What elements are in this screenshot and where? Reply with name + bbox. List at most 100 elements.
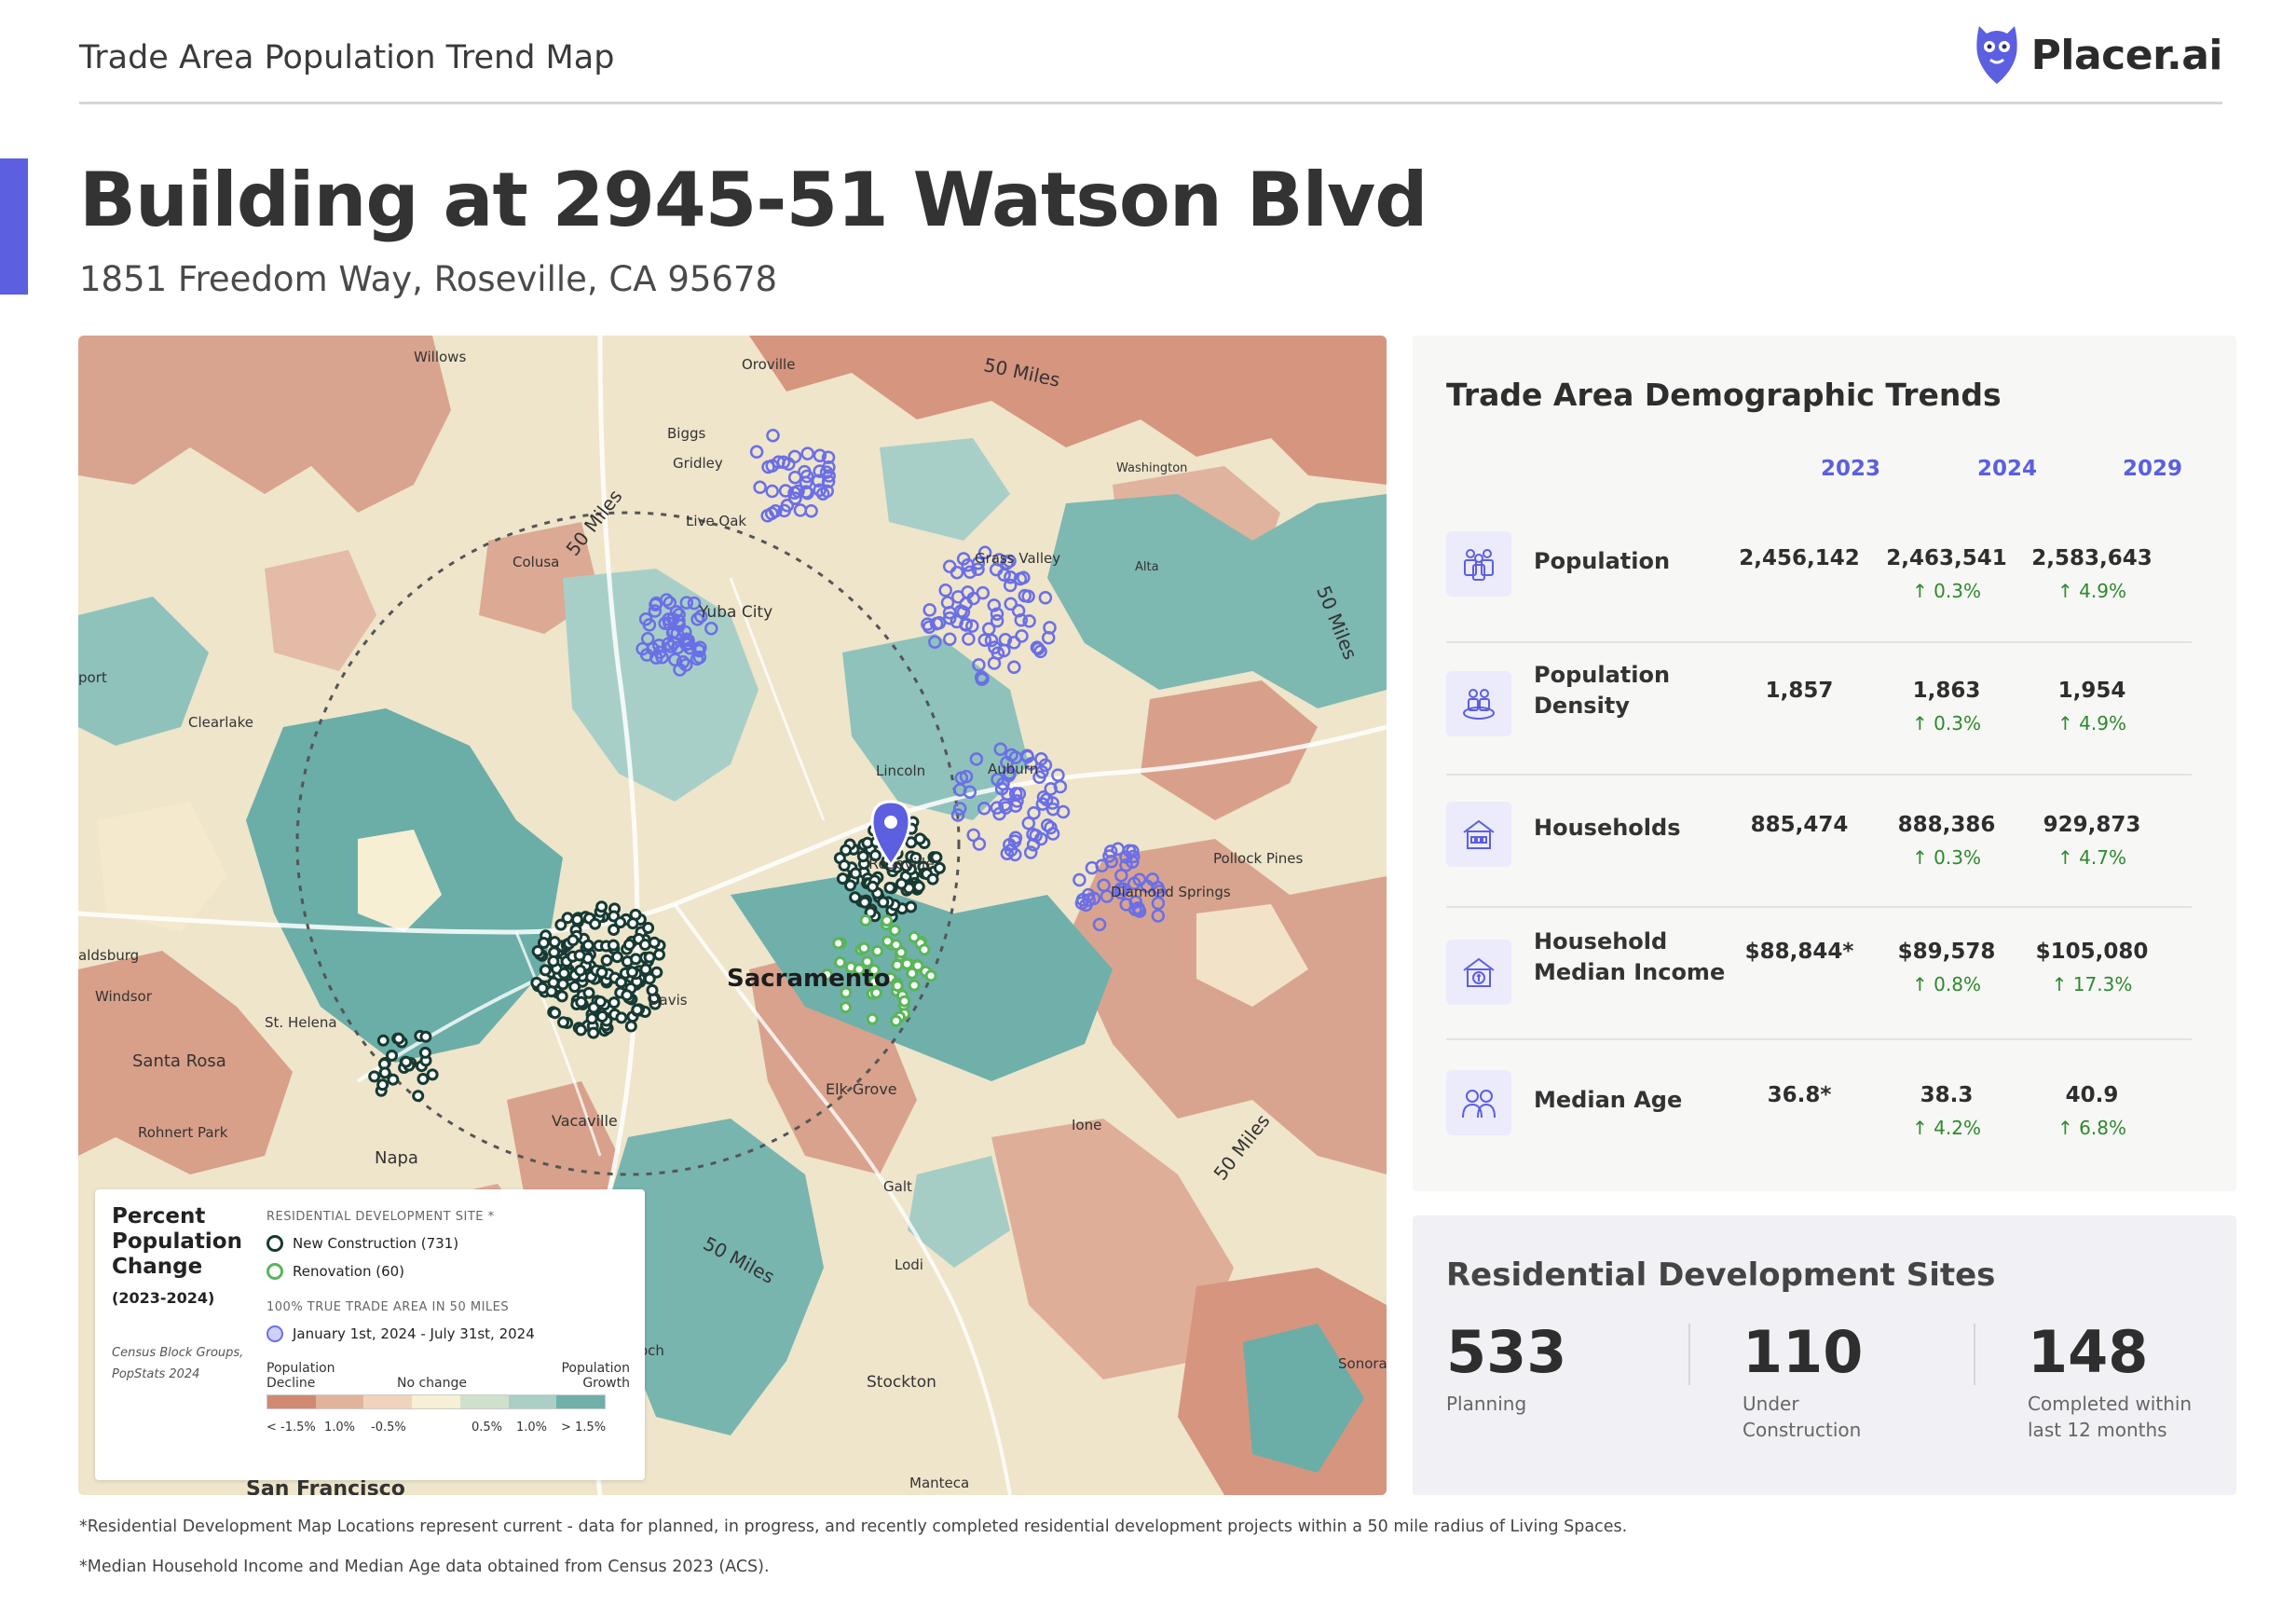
- place-label: Pollock Pines: [1213, 850, 1304, 867]
- site-marker: [648, 936, 661, 949]
- site-marker: [547, 954, 560, 968]
- site-marker: [868, 849, 882, 862]
- site-marker: [417, 1073, 430, 1085]
- site-marker: [1026, 838, 1041, 852]
- site-marker: [1044, 782, 1058, 796]
- site-marker: [557, 967, 570, 980]
- site-marker: [608, 924, 621, 936]
- site-marker: [943, 611, 957, 625]
- site-marker: [418, 1046, 431, 1059]
- site-marker: [1003, 578, 1018, 593]
- map-legend: Percent Population Change (2023-2024) Ce…: [95, 1189, 645, 1480]
- site-marker: [849, 891, 862, 904]
- site-marker: [1079, 898, 1093, 913]
- site-marker: [932, 616, 947, 630]
- place-label: Galt: [883, 1178, 912, 1195]
- site-marker: [642, 618, 657, 632]
- value-2024: 2,463,541: [1886, 546, 2007, 570]
- place-label: St. Helena: [265, 1014, 337, 1031]
- site-marker: [963, 785, 977, 799]
- site-marker: [905, 900, 918, 913]
- change-2024: ↑ 4.2%: [1912, 1117, 1981, 1139]
- site-marker: [868, 976, 881, 989]
- site-marker: [1092, 917, 1107, 932]
- legend-scale-labels: Population Decline No change Population …: [266, 1361, 630, 1393]
- site-marker: [840, 986, 853, 999]
- property-pin-icon[interactable]: [870, 800, 911, 868]
- placer-logo[interactable]: Placer.ai: [1974, 22, 2223, 88]
- site-marker: [1014, 613, 1029, 627]
- site-marker: [940, 596, 955, 610]
- site-marker: [966, 591, 980, 606]
- site-marker: [956, 605, 971, 619]
- value-2024: $89,578: [1897, 940, 1996, 964]
- site-marker: [938, 583, 952, 597]
- legend-right: RESIDENTIAL DEVELOPMENT SITE * New Const…: [266, 1210, 630, 1439]
- legend-area-heading: 100% TRUE TRADE AREA IN 50 MILES: [266, 1300, 510, 1314]
- map-region-growth: [908, 1156, 1010, 1268]
- site-marker: [1126, 849, 1141, 864]
- site-marker: [622, 939, 636, 951]
- site-marker: [1152, 885, 1167, 899]
- site-marker: [877, 896, 890, 909]
- stat-label: Planning: [1446, 1393, 1527, 1415]
- site-marker: [993, 742, 1007, 756]
- demographic-row-population: Population 2,456,142 2,463,541 ↑ 0.3% 2,…: [1446, 511, 2192, 643]
- site-marker: [977, 802, 991, 816]
- stat-value: 533: [1446, 1318, 1567, 1386]
- legend-site-heading: RESIDENTIAL DEVELOPMENT SITE *: [266, 1210, 495, 1224]
- renovation-dot-icon: [266, 1263, 283, 1280]
- site-marker: [997, 643, 1011, 658]
- legend-left: Percent Population Change (2023-2024) Ce…: [112, 1204, 256, 1385]
- site-marker: [643, 951, 656, 964]
- site-marker: [1023, 845, 1038, 859]
- site-marker: [676, 654, 690, 669]
- place-label: Ione: [1072, 1117, 1101, 1133]
- site-marker: [1004, 597, 1018, 611]
- site-marker: [926, 872, 939, 886]
- site-marker: [568, 981, 581, 994]
- site-marker: [943, 632, 957, 646]
- site-marker: [769, 503, 783, 518]
- site-marker: [866, 1012, 879, 1025]
- site-marker: [693, 609, 708, 624]
- legend-scale-swatch: [556, 1395, 606, 1408]
- site-marker: [652, 645, 667, 660]
- map-region-growth: [600, 1119, 824, 1435]
- site-marker: [933, 861, 946, 874]
- site-marker: [669, 605, 684, 619]
- site-marker: [891, 959, 904, 971]
- change-2029: ↑ 6.8%: [2057, 1117, 2126, 1139]
- map-canvas[interactable]: 50 Miles 50 Miles 50 Miles 50 Miles 50 M…: [78, 336, 1387, 1495]
- site-marker: [853, 963, 866, 976]
- site-marker: [1132, 872, 1147, 887]
- site-marker: [838, 859, 851, 872]
- site-marker: [840, 844, 853, 857]
- stat-label: Under Construction: [1742, 1393, 1862, 1441]
- place-label: port: [78, 669, 107, 686]
- site-marker: [890, 939, 903, 952]
- map-region-growth: [842, 634, 1029, 820]
- site-marker: [836, 872, 849, 886]
- site-marker: [663, 596, 677, 611]
- site-marker: [639, 963, 652, 976]
- value-2023: 885,474: [1750, 813, 1849, 837]
- place-label: Willows: [414, 349, 466, 365]
- site-marker: [582, 986, 595, 999]
- value-2024: 888,386: [1897, 813, 1996, 837]
- legend-title: Percent Population Change: [112, 1204, 242, 1279]
- site-marker: [378, 1066, 391, 1079]
- site-marker: [648, 604, 663, 618]
- site-marker: [574, 964, 587, 977]
- site-marker: [991, 772, 1004, 787]
- site-marker: [952, 802, 967, 816]
- site-marker: [1002, 768, 1016, 783]
- site-marker: [1004, 748, 1018, 762]
- site-marker: [1020, 749, 1034, 764]
- trade-area-map[interactable]: 50 Miles 50 Miles 50 Miles 50 Miles 50 M…: [78, 336, 1387, 1495]
- site-marker: [1095, 858, 1109, 873]
- site-marker: [387, 1073, 400, 1086]
- legend-new-construction-label: New Construction (731): [293, 1235, 459, 1252]
- site-marker: [965, 619, 979, 633]
- site-marker: [890, 1014, 903, 1027]
